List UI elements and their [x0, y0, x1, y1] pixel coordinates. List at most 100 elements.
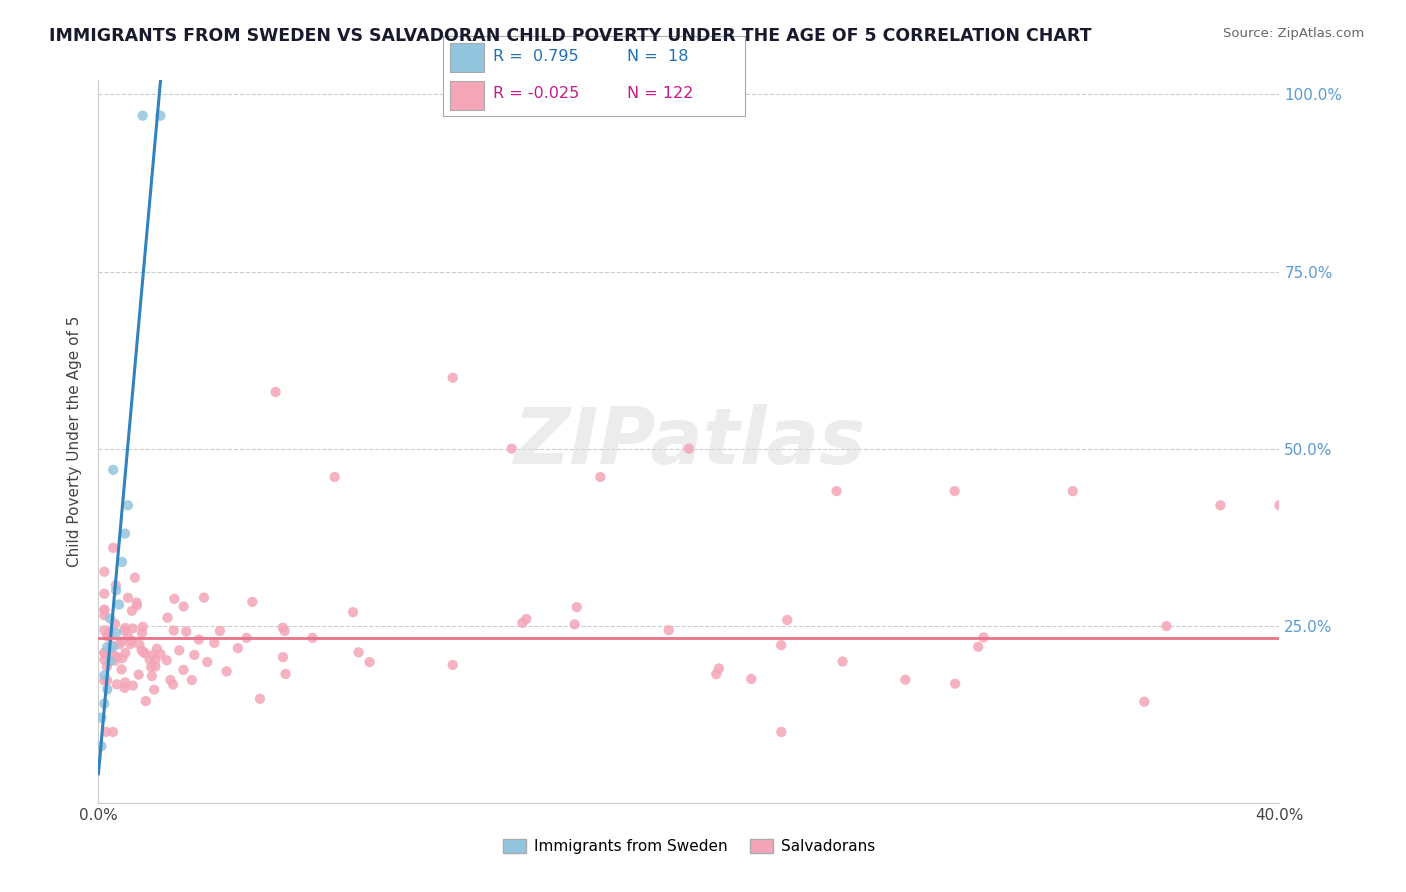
- Point: [117, 591, 139, 605]
- Point: [174, 624, 197, 639]
- Point: [149, 109, 172, 123]
- Point: [776, 613, 799, 627]
- Point: [967, 640, 990, 654]
- Point: [1062, 484, 1084, 499]
- Point: [678, 442, 700, 456]
- Point: [125, 596, 148, 610]
- Point: [105, 650, 128, 665]
- Point: [98, 654, 121, 668]
- Point: [564, 617, 586, 632]
- Point: [131, 626, 153, 640]
- Point: [565, 600, 588, 615]
- Point: [131, 643, 153, 657]
- Point: [146, 641, 169, 656]
- Point: [149, 647, 172, 661]
- Point: [143, 682, 166, 697]
- Point: [159, 673, 181, 687]
- Point: [103, 640, 125, 654]
- Point: [93, 646, 115, 660]
- Point: [108, 637, 131, 651]
- Point: [120, 637, 142, 651]
- Point: [135, 694, 157, 708]
- Point: [121, 633, 143, 648]
- Point: [134, 646, 156, 660]
- Point: [117, 630, 139, 644]
- Point: [103, 648, 125, 663]
- Point: [101, 725, 124, 739]
- Point: [112, 624, 135, 638]
- Point: [93, 624, 115, 638]
- Point: [145, 653, 167, 667]
- Point: [169, 643, 191, 657]
- Point: [145, 659, 167, 673]
- Point: [139, 660, 162, 674]
- Text: Source: ZipAtlas.com: Source: ZipAtlas.com: [1223, 27, 1364, 40]
- Point: [163, 591, 186, 606]
- Point: [180, 673, 202, 687]
- Point: [96, 629, 118, 643]
- Point: [740, 672, 762, 686]
- Point: [125, 599, 148, 613]
- Legend: Immigrants from Sweden, Salvadorans: Immigrants from Sweden, Salvadorans: [496, 833, 882, 860]
- FancyBboxPatch shape: [450, 43, 484, 72]
- Point: [183, 648, 205, 662]
- Point: [104, 616, 127, 631]
- Point: [117, 498, 139, 512]
- Point: [943, 676, 966, 690]
- Point: [96, 659, 118, 673]
- Point: [93, 668, 115, 682]
- Point: [825, 484, 848, 499]
- Point: [894, 673, 917, 687]
- Point: [172, 663, 194, 677]
- Point: [193, 591, 215, 605]
- Point: [93, 653, 115, 667]
- Point: [121, 622, 143, 636]
- Point: [273, 624, 295, 638]
- Point: [105, 677, 128, 691]
- Point: [943, 484, 966, 499]
- Point: [202, 636, 225, 650]
- Point: [105, 583, 128, 598]
- FancyBboxPatch shape: [450, 80, 484, 110]
- Point: [441, 657, 464, 672]
- Text: N =  18: N = 18: [627, 49, 689, 64]
- Point: [121, 604, 143, 618]
- Point: [323, 470, 346, 484]
- Point: [96, 682, 118, 697]
- Point: [94, 725, 117, 739]
- Point: [93, 646, 115, 660]
- Point: [138, 652, 160, 666]
- Point: [114, 646, 136, 660]
- Point: [704, 667, 727, 681]
- Point: [93, 603, 115, 617]
- Text: ZIPatlas: ZIPatlas: [513, 403, 865, 480]
- Point: [114, 681, 136, 695]
- Point: [108, 598, 131, 612]
- Point: [142, 648, 165, 662]
- Text: R = -0.025: R = -0.025: [492, 87, 579, 102]
- Point: [271, 650, 294, 665]
- Point: [162, 677, 184, 691]
- Point: [1156, 619, 1178, 633]
- Point: [114, 675, 136, 690]
- Point: [90, 739, 112, 753]
- Point: [93, 565, 115, 579]
- Point: [359, 655, 381, 669]
- Point: [1133, 695, 1156, 709]
- Point: [770, 725, 793, 739]
- Point: [114, 621, 136, 635]
- Point: [515, 612, 537, 626]
- Point: [512, 615, 534, 630]
- Point: [90, 711, 112, 725]
- Point: [103, 463, 125, 477]
- Point: [274, 667, 297, 681]
- Point: [97, 629, 120, 643]
- Point: [187, 632, 209, 647]
- Point: [121, 679, 143, 693]
- Point: [98, 612, 121, 626]
- Point: [173, 599, 195, 614]
- Point: [104, 654, 127, 668]
- Point: [111, 555, 134, 569]
- Point: [226, 641, 249, 656]
- Point: [441, 371, 464, 385]
